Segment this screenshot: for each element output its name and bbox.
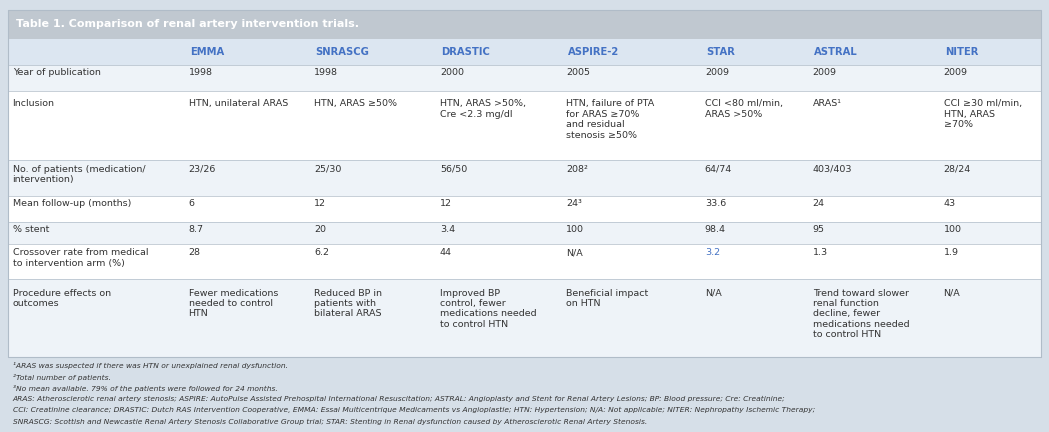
Text: 25/30: 25/30 xyxy=(315,165,342,174)
Bar xyxy=(8,222,1041,244)
Text: 3.2: 3.2 xyxy=(705,248,720,257)
Bar xyxy=(8,10,1041,39)
Bar xyxy=(8,161,1041,196)
Text: ASTRAL: ASTRAL xyxy=(814,47,858,57)
Text: 64/74: 64/74 xyxy=(705,165,732,174)
Text: 20: 20 xyxy=(315,225,326,234)
Bar xyxy=(8,244,1041,279)
Text: NITER: NITER xyxy=(945,47,978,57)
Text: Inclusion: Inclusion xyxy=(13,99,55,108)
Text: % stent: % stent xyxy=(13,225,49,234)
Text: 403/403: 403/403 xyxy=(813,165,852,174)
Text: 24³: 24³ xyxy=(566,199,582,208)
Text: Fewer medications
needed to control
HTN: Fewer medications needed to control HTN xyxy=(189,289,278,318)
Text: Reduced BP in
patients with
bilateral ARAS: Reduced BP in patients with bilateral AR… xyxy=(315,289,382,318)
Text: 100: 100 xyxy=(566,225,584,234)
Bar xyxy=(8,196,1041,222)
Text: N/A: N/A xyxy=(705,289,722,298)
Text: 208²: 208² xyxy=(566,165,588,174)
Text: 6: 6 xyxy=(189,199,194,208)
Text: 12: 12 xyxy=(315,199,326,208)
Text: 2005: 2005 xyxy=(566,68,591,77)
Bar xyxy=(8,10,1041,357)
Bar xyxy=(8,91,1041,161)
Text: Improved BP
control, fewer
medications needed
to control HTN: Improved BP control, fewer medications n… xyxy=(440,289,536,329)
Bar xyxy=(8,65,1041,91)
Text: 6.2: 6.2 xyxy=(315,248,329,257)
Text: N/A: N/A xyxy=(944,289,961,298)
Text: STAR: STAR xyxy=(706,47,734,57)
Text: 12: 12 xyxy=(440,199,452,208)
Text: Crossover rate from medical
to intervention arm (%): Crossover rate from medical to intervent… xyxy=(13,248,148,267)
Text: ¹ARAS was suspected if there was HTN or unexplained renal dysfunction.: ¹ARAS was suspected if there was HTN or … xyxy=(13,362,287,369)
Text: 2000: 2000 xyxy=(440,68,464,77)
Text: N/A: N/A xyxy=(566,248,583,257)
Text: ³No mean available. 79% of the patients were followed for 24 months.: ³No mean available. 79% of the patients … xyxy=(13,385,277,392)
Text: Beneficial impact
on HTN: Beneficial impact on HTN xyxy=(566,289,648,308)
Text: 44: 44 xyxy=(440,248,452,257)
Text: HTN, failure of PTA
for ARAS ≥70%
and residual
stenosis ≥50%: HTN, failure of PTA for ARAS ≥70% and re… xyxy=(566,99,655,140)
Text: 24: 24 xyxy=(813,199,825,208)
Text: 3.4: 3.4 xyxy=(440,225,455,234)
Text: 1.3: 1.3 xyxy=(813,248,828,257)
Text: CCI: Creatinine clearance; DRASTIC: Dutch RAS Intervention Cooperative, EMMA: Es: CCI: Creatinine clearance; DRASTIC: Dutc… xyxy=(13,407,815,413)
Text: 95: 95 xyxy=(813,225,825,234)
Text: 8.7: 8.7 xyxy=(189,225,204,234)
Text: 2009: 2009 xyxy=(813,68,837,77)
Text: Procedure effects on
outcomes: Procedure effects on outcomes xyxy=(13,289,111,308)
Text: SNRASCG: SNRASCG xyxy=(316,47,369,57)
Text: No. of patients (medication/
intervention): No. of patients (medication/ interventio… xyxy=(13,165,145,184)
Text: HTN, ARAS ≥50%: HTN, ARAS ≥50% xyxy=(315,99,398,108)
Text: CCI <80 ml/min,
ARAS >50%: CCI <80 ml/min, ARAS >50% xyxy=(705,99,783,119)
Text: Mean follow-up (months): Mean follow-up (months) xyxy=(13,199,131,208)
Text: Table 1. Comparison of renal artery intervention trials.: Table 1. Comparison of renal artery inte… xyxy=(16,19,359,29)
Text: 2009: 2009 xyxy=(944,68,967,77)
Text: 28: 28 xyxy=(189,248,200,257)
Text: 98.4: 98.4 xyxy=(705,225,726,234)
Bar xyxy=(8,279,1041,357)
Text: ARAS¹: ARAS¹ xyxy=(813,99,841,108)
Text: HTN, unilateral ARAS: HTN, unilateral ARAS xyxy=(189,99,287,108)
Text: DRASTIC: DRASTIC xyxy=(442,47,490,57)
Text: 1.9: 1.9 xyxy=(944,248,959,257)
Text: 100: 100 xyxy=(944,225,962,234)
Text: 2009: 2009 xyxy=(705,68,729,77)
Text: Trend toward slower
renal function
decline, fewer
medications needed
to control : Trend toward slower renal function decli… xyxy=(813,289,909,339)
Bar xyxy=(8,39,1041,65)
Text: ARAS: Atherosclerotic renal artery stenosis; ASPIRE: AutoPulse Assisted Prehospi: ARAS: Atherosclerotic renal artery steno… xyxy=(13,396,786,402)
Text: 1998: 1998 xyxy=(315,68,338,77)
Text: Year of publication: Year of publication xyxy=(13,68,101,77)
Text: 23/26: 23/26 xyxy=(189,165,216,174)
Text: 43: 43 xyxy=(944,199,956,208)
Text: SNRASCG: Scottish and Newcastle Renal Artery Stenosis Collaborative Group trial;: SNRASCG: Scottish and Newcastle Renal Ar… xyxy=(13,419,647,425)
Text: EMMA: EMMA xyxy=(190,47,224,57)
Text: 33.6: 33.6 xyxy=(705,199,726,208)
Text: 56/50: 56/50 xyxy=(440,165,467,174)
Text: CCI ≥30 ml/min,
HTN, ARAS
≥70%: CCI ≥30 ml/min, HTN, ARAS ≥70% xyxy=(944,99,1022,129)
Text: ²Total number of patients.: ²Total number of patients. xyxy=(13,374,110,381)
Text: HTN, ARAS >50%,
Cre <2.3 mg/dl: HTN, ARAS >50%, Cre <2.3 mg/dl xyxy=(440,99,526,119)
Text: 1998: 1998 xyxy=(189,68,213,77)
Text: 28/24: 28/24 xyxy=(944,165,971,174)
Text: ASPIRE-2: ASPIRE-2 xyxy=(568,47,619,57)
